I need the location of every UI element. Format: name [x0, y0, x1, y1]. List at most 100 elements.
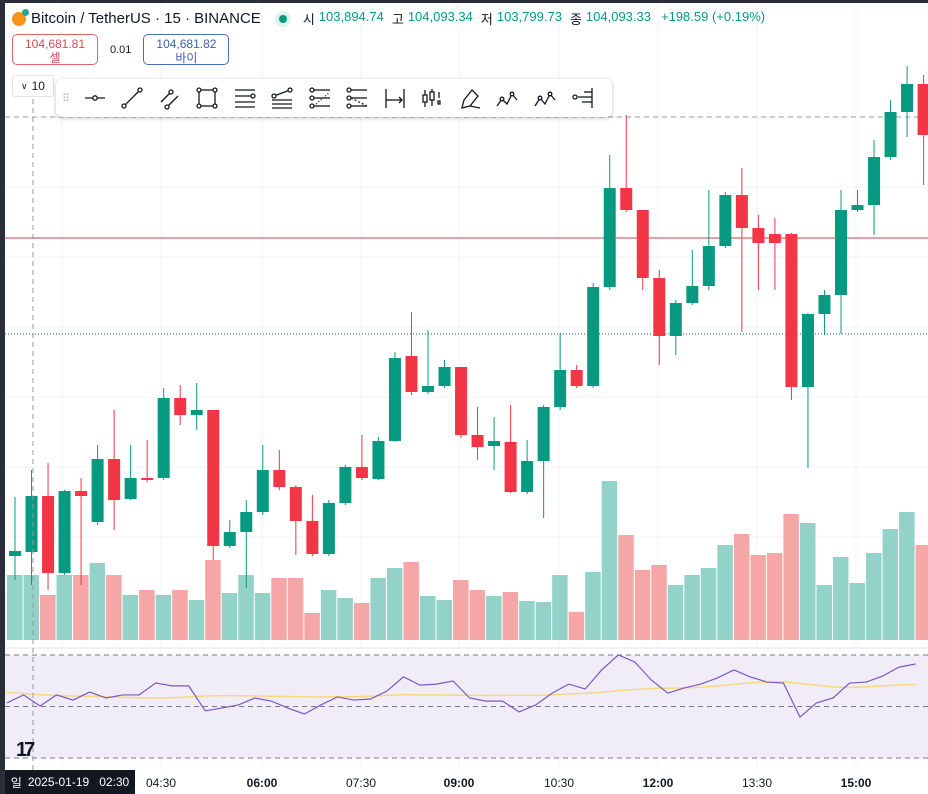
- tradingview-logo[interactable]: 17: [16, 739, 35, 761]
- interval-value: 10: [31, 79, 45, 93]
- candle-body: [339, 467, 352, 503]
- volume-profile-tool-button[interactable]: [564, 83, 602, 113]
- sell-button[interactable]: 104,681.81 셀: [12, 34, 98, 65]
- volume-bar: [40, 595, 56, 640]
- low-label: 저: [480, 12, 493, 27]
- spread-value: 0.01: [110, 43, 132, 56]
- volume-bar: [287, 578, 304, 640]
- rectangle-tool-button[interactable]: [189, 83, 227, 113]
- candle-body: [901, 84, 914, 112]
- elliott-wave-tool-button[interactable]: [489, 83, 527, 113]
- fib-channel-tool-button[interactable]: [339, 83, 377, 113]
- volume-bar: [799, 523, 816, 640]
- volume-bar: [254, 593, 271, 640]
- candle-body: [835, 210, 847, 295]
- candle-body: [372, 441, 385, 479]
- volume-bar: [205, 560, 221, 640]
- volume-bar: [849, 583, 866, 640]
- volume-bar: [386, 568, 403, 640]
- volume-bar: [188, 600, 205, 640]
- open-value: 103,894.74: [318, 9, 384, 24]
- horizontal-lines-tool-button[interactable]: [226, 83, 264, 113]
- candle-body: [587, 287, 600, 386]
- volume-bar: [816, 585, 832, 640]
- buy-price: 104,681.82: [156, 37, 217, 51]
- candle-body: [521, 461, 534, 492]
- candle-body: [355, 467, 368, 478]
- trend-line-tool-button[interactable]: [114, 83, 152, 113]
- abcd-pattern-tool-button[interactable]: [526, 83, 564, 113]
- volume-bar: [486, 596, 502, 640]
- pitchfork-tool-button[interactable]: [301, 83, 339, 113]
- volume-bar: [700, 568, 717, 640]
- volume-bar: [56, 575, 73, 640]
- abcd-pattern-icon: [534, 91, 556, 107]
- date-range-icon: [385, 89, 405, 108]
- volume-bar: [320, 590, 337, 640]
- symbol-title[interactable]: Bitcoin / TetherUS · 15 · BINANCE: [31, 10, 261, 27]
- volume-bar: [667, 585, 684, 640]
- candle-body: [653, 278, 666, 336]
- buy-button[interactable]: 104,681.82 바이: [143, 34, 230, 65]
- fib-retracement-tool-button[interactable]: [264, 83, 302, 113]
- drawing-toolbar: ⠿: [56, 79, 612, 117]
- volume-bar: [502, 592, 519, 640]
- close-value: 104,093.33: [585, 9, 651, 24]
- candle-body: [471, 435, 484, 447]
- sell-price: 104,681.81: [24, 37, 86, 51]
- open-label: 시: [302, 12, 315, 27]
- parallel-channel-icon: [160, 89, 179, 110]
- time-tick-label: 09:00: [443, 776, 475, 790]
- candle-body: [289, 487, 302, 521]
- candle-body: [108, 459, 121, 500]
- volume-bar: [535, 602, 552, 640]
- time-tick-label: 07:30: [345, 776, 377, 790]
- candle-body: [174, 398, 187, 415]
- horizontal-ray-tool-button[interactable]: [76, 83, 114, 113]
- elliott-wave-icon: [496, 91, 518, 107]
- horizontal-ray-icon: [84, 95, 105, 101]
- candle-body: [868, 157, 881, 205]
- candle-body: [818, 295, 831, 314]
- volume-bar: [106, 575, 122, 640]
- date-range-tool-button[interactable]: [376, 83, 414, 113]
- candle-body: [702, 246, 715, 286]
- candle-body: [141, 478, 154, 480]
- candle-body: [554, 370, 567, 407]
- interval-dropdown[interactable]: ∨ 10: [12, 75, 54, 97]
- bitcoin-icon: [12, 8, 29, 26]
- candle-body: [223, 532, 236, 546]
- long-position-tool-button[interactable]: [414, 83, 452, 113]
- candle-body: [719, 195, 732, 246]
- highlighter-tool-button[interactable]: [451, 83, 489, 113]
- volume-bar: [783, 514, 799, 640]
- volume-bar: [436, 600, 453, 640]
- candle-body: [884, 112, 897, 157]
- candle-body: [620, 188, 633, 210]
- volume-bar: [7, 575, 23, 640]
- chevron-down-icon: ∨: [21, 80, 28, 91]
- horizontal-lines-icon: [234, 89, 256, 108]
- volume-bar: [833, 557, 849, 640]
- parallel-channel-tool-button[interactable]: [151, 83, 189, 113]
- candle-body: [422, 386, 434, 392]
- fib-retracement-icon: [271, 87, 293, 109]
- candle-body: [273, 470, 286, 487]
- candle-body: [851, 205, 864, 210]
- ohlc-values: 시 103,894.74 고 104,093.34 저 103,799.73 종 104…: [299, 9, 765, 28]
- volume-bar: [238, 575, 254, 640]
- candle-body: [25, 496, 38, 552]
- sell-label: 셀: [49, 51, 61, 65]
- volume-bar: [733, 534, 750, 640]
- candle-body: [537, 407, 550, 461]
- candle-body: [240, 512, 253, 532]
- volume-bar: [684, 575, 700, 640]
- volume-bar: [122, 595, 139, 640]
- drag-handle-icon[interactable]: ⠿: [62, 92, 70, 105]
- candle-body: [785, 234, 798, 387]
- volume-profile-icon: [572, 88, 593, 108]
- candle-body: [917, 84, 928, 135]
- high-value: 104,093.34: [407, 9, 473, 24]
